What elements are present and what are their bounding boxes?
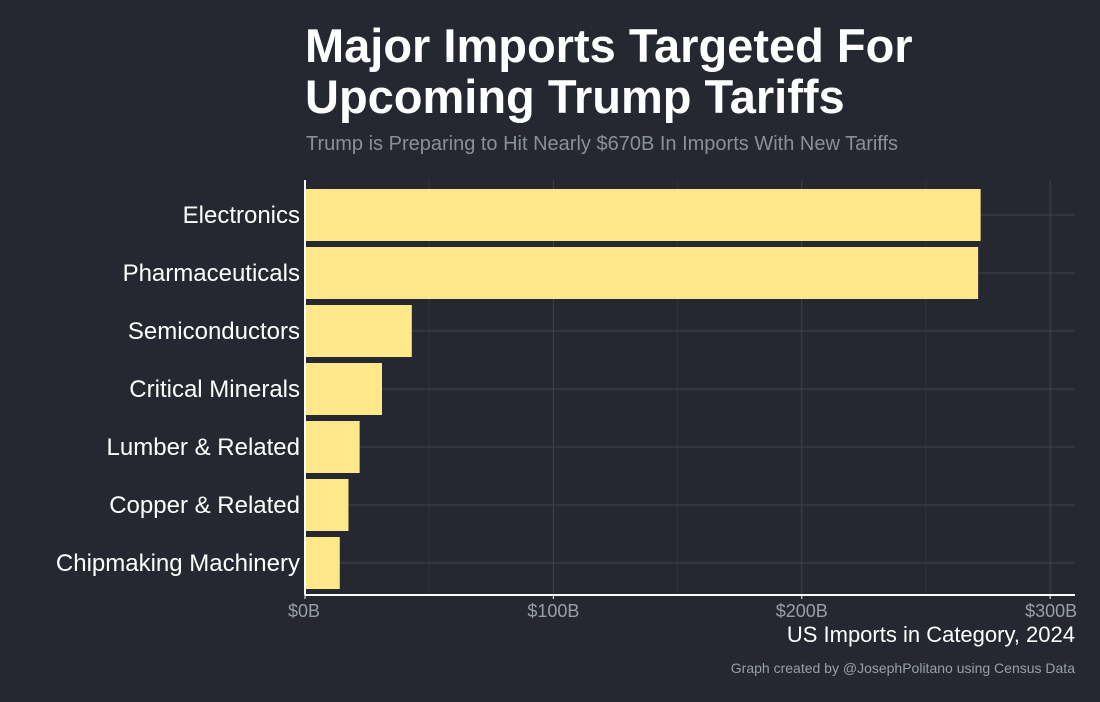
category-label-6: Chipmaking Machinery: [56, 550, 300, 577]
bars: [305, 189, 981, 589]
category-label-0: Electronics: [183, 202, 300, 229]
bar-1: [305, 247, 979, 299]
bar-4: [305, 421, 360, 473]
bar-2: [305, 305, 412, 357]
category-label-4: Lumber & Related: [107, 434, 300, 461]
chart-subtitle: Trump is Preparing to Hit Nearly $670B I…: [306, 133, 899, 155]
grid-lines: [304, 180, 1075, 595]
bar-0: [305, 189, 981, 241]
x-tick-label-2: $200B: [776, 601, 828, 621]
bar-6: [305, 537, 340, 589]
bar-3: [305, 363, 382, 415]
category-labels: Electronics Pharmaceuticals Semiconductors…: [56, 202, 300, 577]
axes: [304, 180, 1075, 596]
x-tick-label-0: $0B: [288, 601, 320, 621]
x-tick-label-3: $300B: [1025, 601, 1077, 621]
x-tick-labels: $0B $100B $200B $300B: [288, 595, 1077, 621]
category-label-5: Copper & Related: [109, 492, 300, 519]
x-axis-label: US Imports in Category, 2024: [787, 622, 1075, 647]
category-label-3: Critical Minerals: [129, 376, 300, 403]
x-tick-label-1: $100B: [527, 601, 579, 621]
chart-title: Major Imports Targeted For Upcoming Trum…: [305, 19, 913, 123]
source-caption: Graph created by @JosephPolitano using C…: [730, 660, 1075, 676]
bar-5: [305, 479, 349, 531]
category-label-1: Pharmaceuticals: [123, 260, 300, 287]
category-label-2: Semiconductors: [128, 318, 300, 345]
